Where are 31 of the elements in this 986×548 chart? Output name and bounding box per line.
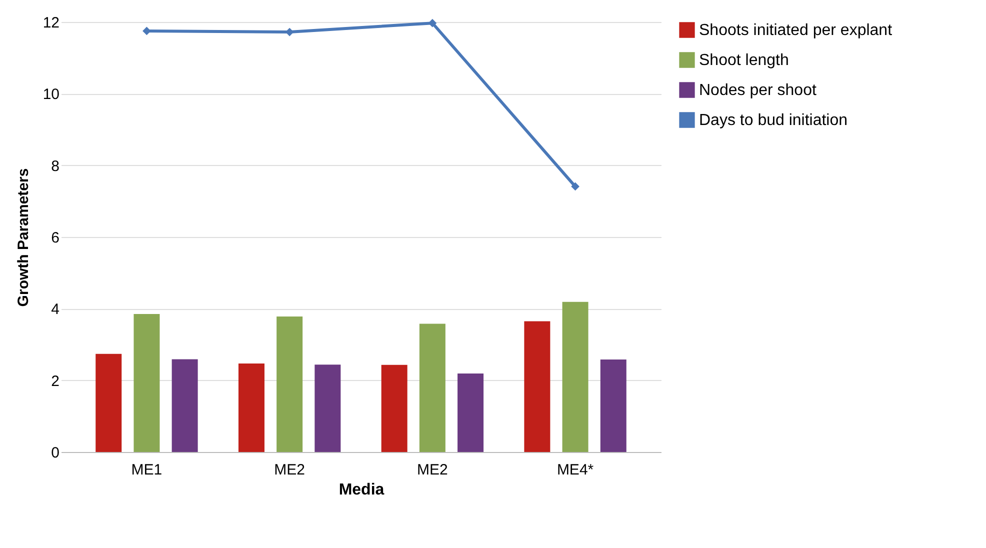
bar [134, 314, 160, 452]
legend-label: Days to bud initiation [699, 112, 848, 129]
bar [96, 354, 122, 452]
y-tick-label: 10 [42, 86, 60, 104]
x-tick-label: ME1 [131, 462, 162, 478]
legend-label: Shoots initiated per explant [699, 22, 893, 39]
bar [238, 363, 264, 452]
x-tick-label: ME4* [556, 462, 594, 478]
y-tick-label: 0 [51, 444, 60, 462]
legend-label: Nodes per shoot [699, 82, 817, 99]
y-tick-label: 12 [42, 14, 60, 32]
y-tick-label: 2 [51, 372, 60, 390]
x-axis-title: Media [338, 482, 384, 498]
bar [458, 374, 484, 452]
y-tick-label: 6 [51, 230, 60, 246]
bar [314, 364, 341, 452]
y-tick-label: 4 [51, 301, 60, 318]
bar [562, 302, 588, 452]
point [571, 182, 580, 191]
bar [276, 316, 303, 452]
legend-label: Shoot length [699, 52, 789, 69]
bar [600, 360, 626, 452]
bar [524, 321, 550, 452]
bar [419, 324, 446, 452]
bar [172, 359, 198, 452]
point [428, 18, 437, 28]
y-tick-label: 8 [51, 158, 60, 175]
x-tick-label: ME2 [417, 462, 448, 478]
bar [381, 364, 408, 452]
x-tick-label: ME2 [274, 462, 305, 478]
y-axis-title: Growth Parameters [14, 168, 32, 307]
